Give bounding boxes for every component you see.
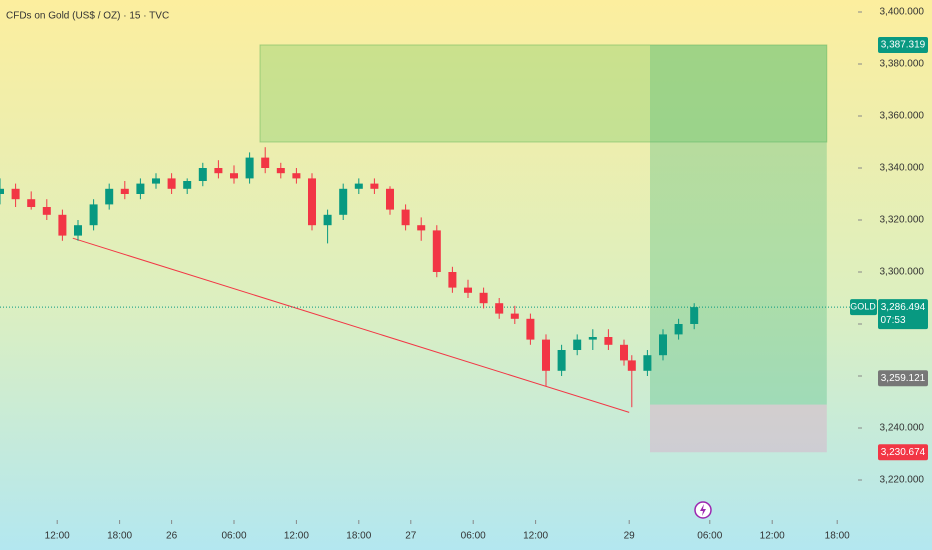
candle-body xyxy=(105,188,114,205)
candle-body xyxy=(167,178,176,189)
candle-body xyxy=(136,183,145,194)
symbol-bg xyxy=(850,299,877,316)
target-label: 3,387.319 xyxy=(881,40,926,51)
stop-label: 3,230.674 xyxy=(881,447,926,458)
x-tick-label: 18:00 xyxy=(107,531,132,542)
x-tick-label: 26 xyxy=(166,531,178,542)
x-tick-label: 29 xyxy=(624,531,636,542)
y-tick-label: 3,360.000 xyxy=(880,111,925,122)
candle-body xyxy=(0,188,4,194)
candle-body xyxy=(308,178,316,226)
candle-body xyxy=(370,183,379,189)
candle-body xyxy=(27,199,36,207)
candle-body xyxy=(339,188,348,215)
x-tick-label: 06:00 xyxy=(221,531,246,542)
candle-body xyxy=(183,181,192,189)
candle-body xyxy=(42,207,51,215)
candle-body xyxy=(152,178,160,184)
candle-body xyxy=(58,214,67,236)
entry-label-bg xyxy=(878,370,928,387)
candle-body xyxy=(276,168,285,174)
candle-body xyxy=(245,157,254,179)
candle-body xyxy=(89,204,98,226)
x-tick-label: 12:00 xyxy=(523,531,548,542)
candle-body xyxy=(230,173,238,179)
candle-body xyxy=(214,168,223,174)
candle-body xyxy=(464,287,472,293)
target-label-bg xyxy=(878,36,928,53)
y-tick-label: 3,320.000 xyxy=(880,215,925,226)
candle-body xyxy=(510,313,519,319)
candle-body xyxy=(432,230,441,272)
candle-body xyxy=(448,272,457,288)
candle-body xyxy=(323,214,332,226)
candle-body xyxy=(557,350,566,371)
candle-body xyxy=(74,225,82,236)
x-tick-label: 06:00 xyxy=(461,531,486,542)
candle-body xyxy=(386,188,394,210)
candle-body xyxy=(292,173,301,179)
y-tick-label: 3,400.000 xyxy=(880,7,925,18)
candle-body xyxy=(479,292,488,304)
event-icon xyxy=(694,501,712,519)
trendline xyxy=(72,237,630,413)
candle-body xyxy=(542,339,550,371)
y-tick-label: 3,240.000 xyxy=(880,423,925,434)
candle-body xyxy=(659,334,667,356)
stop-label-bg xyxy=(878,444,928,461)
x-tick-label: 27 xyxy=(405,531,417,542)
candle-body xyxy=(643,355,652,371)
candle-body xyxy=(627,360,636,371)
y-tick-label: 3,300.000 xyxy=(880,267,925,278)
candle-body xyxy=(588,337,597,340)
x-tick-label: 18:00 xyxy=(825,531,850,542)
candle-body xyxy=(604,337,613,345)
candle-body xyxy=(573,339,582,350)
supply-zone xyxy=(259,44,828,143)
x-tick-label: 12:00 xyxy=(284,531,309,542)
entry-label: 3,259.121 xyxy=(881,373,926,384)
profit-zone xyxy=(650,44,827,405)
symbol-label: GOLD xyxy=(850,301,876,311)
last-price-label: 3,286.494 xyxy=(881,302,926,313)
stop-zone xyxy=(650,404,827,453)
x-tick-label: 12:00 xyxy=(45,531,70,542)
candle-body xyxy=(526,318,535,340)
candle-body xyxy=(690,307,699,324)
last-price-bg xyxy=(878,299,928,330)
candle-body xyxy=(495,303,504,314)
x-tick-label: 06:00 xyxy=(697,531,722,542)
candle-body xyxy=(198,168,207,181)
chart-title: CFDs on Gold (US$ / OZ) · 15 · TVC xyxy=(6,11,169,22)
x-tick-label: 18:00 xyxy=(346,531,371,542)
candle-body xyxy=(11,188,20,200)
candle-body xyxy=(120,188,129,194)
y-tick-label: 3,340.000 xyxy=(880,163,925,174)
countdown: 07:53 xyxy=(880,315,905,326)
candle-body xyxy=(401,209,410,226)
candle-body xyxy=(417,225,426,231)
x-tick-label: 12:00 xyxy=(760,531,785,542)
candle-body xyxy=(261,157,270,168)
candle-body xyxy=(354,183,363,189)
candle-body xyxy=(674,324,683,335)
candle-body xyxy=(620,344,628,361)
y-tick-label: 3,380.000 xyxy=(880,59,925,70)
y-tick-label: 3,220.000 xyxy=(880,475,925,486)
